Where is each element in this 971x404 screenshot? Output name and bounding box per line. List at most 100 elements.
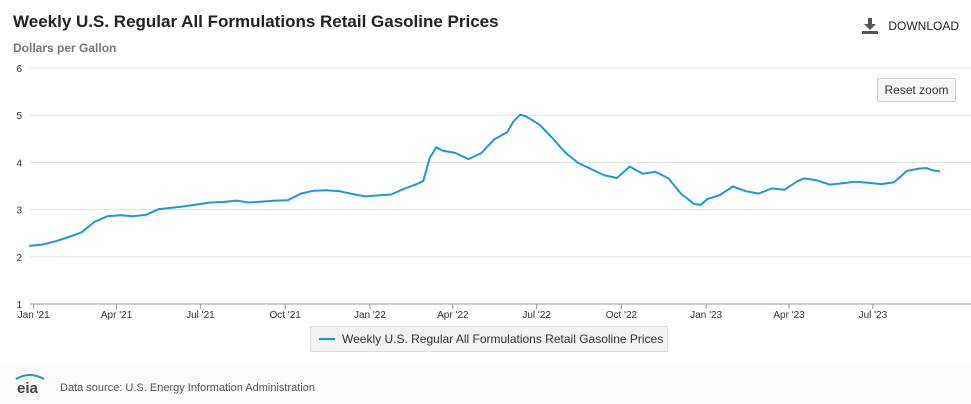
data-point bbox=[422, 180, 424, 182]
data-point bbox=[771, 187, 773, 189]
download-button[interactable]: DOWNLOAD bbox=[862, 18, 959, 34]
data-point bbox=[732, 186, 734, 188]
data-point bbox=[94, 221, 96, 223]
data-point bbox=[829, 184, 831, 186]
legend-swatch bbox=[319, 338, 335, 340]
data-point bbox=[68, 236, 70, 238]
legend-label: Weekly U.S. Regular All Formulations Ret… bbox=[342, 332, 664, 346]
data-point bbox=[42, 244, 44, 246]
data-point bbox=[106, 215, 108, 217]
data-point bbox=[248, 202, 250, 204]
x-tick-label: Jan '21 bbox=[18, 310, 50, 320]
data-point bbox=[796, 180, 798, 182]
eia-logo: eia bbox=[15, 374, 45, 396]
data-point bbox=[132, 215, 134, 217]
data-point bbox=[577, 162, 579, 164]
data-point bbox=[326, 189, 328, 191]
data-point bbox=[932, 169, 934, 171]
eia-logo-text: eia bbox=[17, 380, 39, 396]
data-point bbox=[538, 124, 540, 126]
x-tick-label: Jul '23 bbox=[859, 310, 888, 320]
series-line[interactable] bbox=[29, 113, 941, 247]
data-point bbox=[893, 181, 895, 183]
data-point bbox=[938, 170, 940, 172]
footer: eia Data source: U.S. Energy Information… bbox=[0, 362, 971, 404]
data-point bbox=[287, 199, 289, 201]
data-point bbox=[145, 214, 147, 216]
data-point bbox=[493, 138, 495, 140]
data-point bbox=[119, 214, 121, 216]
data-point bbox=[519, 114, 521, 116]
legend-item[interactable]: Weekly U.S. Regular All Formulations Ret… bbox=[310, 326, 668, 352]
x-tick-label: Jul '21 bbox=[186, 310, 215, 320]
data-point bbox=[468, 158, 470, 160]
x-tick-label: Apr '23 bbox=[773, 310, 805, 320]
data-point bbox=[442, 150, 444, 152]
data-point bbox=[55, 240, 57, 242]
data-point bbox=[339, 190, 341, 192]
x-tick-label: Jan '22 bbox=[354, 310, 386, 320]
y-tick-label: 1 bbox=[16, 300, 22, 311]
data-point bbox=[480, 152, 482, 154]
data-point bbox=[551, 137, 553, 139]
data-point bbox=[616, 177, 618, 179]
data-point bbox=[416, 183, 418, 185]
data-point bbox=[351, 193, 353, 195]
data-point bbox=[197, 203, 199, 205]
data-point bbox=[158, 208, 160, 210]
data-point bbox=[667, 177, 669, 179]
data-point bbox=[364, 195, 366, 197]
data-point bbox=[816, 179, 818, 181]
data-point bbox=[29, 245, 31, 247]
y-tick-label: 3 bbox=[16, 206, 22, 217]
data-point bbox=[880, 183, 882, 185]
x-tick-label: Oct '22 bbox=[606, 310, 638, 320]
data-point bbox=[803, 177, 805, 179]
download-label: DOWNLOAD bbox=[888, 19, 959, 33]
data-point bbox=[925, 167, 927, 169]
data-point bbox=[506, 131, 508, 133]
data-point bbox=[564, 152, 566, 154]
y-tick-label: 6 bbox=[16, 64, 22, 75]
data-point bbox=[706, 198, 708, 200]
data-point bbox=[629, 166, 631, 168]
data-point bbox=[429, 157, 431, 159]
x-tick-label: Jul '22 bbox=[522, 310, 551, 320]
data-point bbox=[184, 205, 186, 207]
data-point bbox=[513, 120, 515, 122]
data-point bbox=[81, 231, 83, 233]
data-point bbox=[377, 194, 379, 196]
data-point bbox=[783, 189, 785, 191]
data-point bbox=[313, 190, 315, 192]
reset-zoom-button[interactable]: Reset zoom bbox=[877, 78, 956, 102]
x-tick-label: Jan '23 bbox=[690, 310, 722, 320]
data-source: Data source: U.S. Energy Information Adm… bbox=[60, 382, 315, 394]
data-point bbox=[842, 182, 844, 184]
data-point bbox=[261, 201, 263, 203]
data-point bbox=[700, 204, 702, 206]
data-point bbox=[210, 202, 212, 204]
data-point bbox=[655, 171, 657, 173]
data-point bbox=[745, 190, 747, 192]
data-point bbox=[390, 194, 392, 196]
data-point bbox=[455, 152, 457, 154]
x-tick-label: Apr '21 bbox=[101, 310, 133, 320]
y-tick-label: 2 bbox=[16, 253, 22, 264]
data-point bbox=[719, 194, 721, 196]
chart-plot[interactable]: 1 2 3 4 5 6 Jan '21 Apr '21 Jul '21 Oct '21 Jan '2… bbox=[0, 0, 971, 320]
data-point bbox=[403, 188, 405, 190]
data-point bbox=[919, 168, 921, 170]
data-point bbox=[854, 181, 856, 183]
data-point bbox=[171, 207, 173, 209]
download-icon bbox=[862, 18, 879, 34]
data-point bbox=[867, 182, 869, 184]
x-tick-label: Oct '21 bbox=[269, 310, 301, 320]
chart-title: Weekly U.S. Regular All Formulations Ret… bbox=[13, 12, 499, 31]
data-point bbox=[758, 193, 760, 195]
data-point bbox=[526, 116, 528, 118]
data-point bbox=[300, 193, 302, 195]
data-point bbox=[274, 200, 276, 202]
data-point bbox=[435, 146, 437, 148]
y-tick-label: 5 bbox=[16, 111, 22, 122]
data-point bbox=[603, 174, 605, 176]
